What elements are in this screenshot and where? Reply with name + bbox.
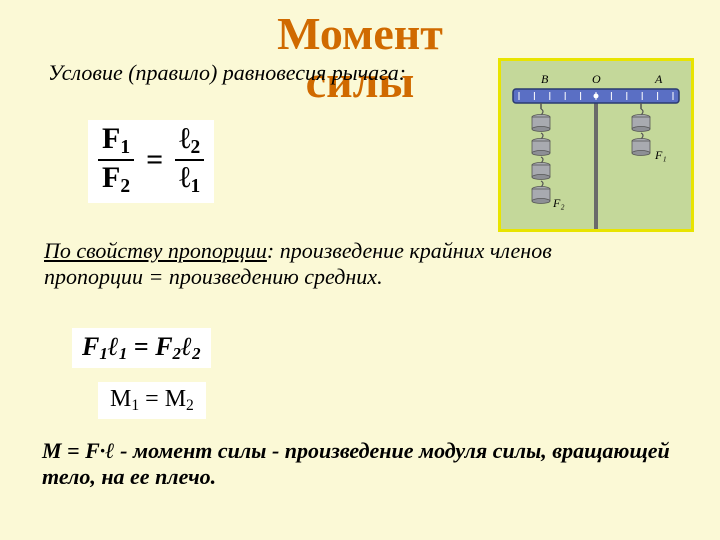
equilibrium-formula: F1 F2 = ℓ2 ℓ1 <box>88 120 214 203</box>
fraction-left: F1 F2 <box>98 124 134 197</box>
svg-text:O: O <box>592 72 601 86</box>
svg-text:A: A <box>654 72 663 86</box>
moment-equation: M1 = M2 <box>98 382 206 419</box>
proportion-property-text: По свойству пропорции: произведение край… <box>44 238 644 290</box>
moment-definition: M = F·ℓ - момент силы - произведение мод… <box>42 438 672 490</box>
svg-text:B: B <box>541 72 549 86</box>
svg-text:F₂: F₂ <box>552 196 565 210</box>
equals-sign: = <box>146 143 163 177</box>
condition-text: Условие (правило) равновесия рычага: <box>48 60 448 86</box>
lever-svg: B O A F₂ F₁ <box>501 61 691 229</box>
fraction-right: ℓ2 ℓ1 <box>175 124 204 197</box>
product-equation: F1ℓ1 = F2ℓ2 <box>72 328 211 368</box>
lever-figure: B O A F₂ F₁ <box>498 58 694 232</box>
svg-text:F₁: F₁ <box>654 148 667 162</box>
